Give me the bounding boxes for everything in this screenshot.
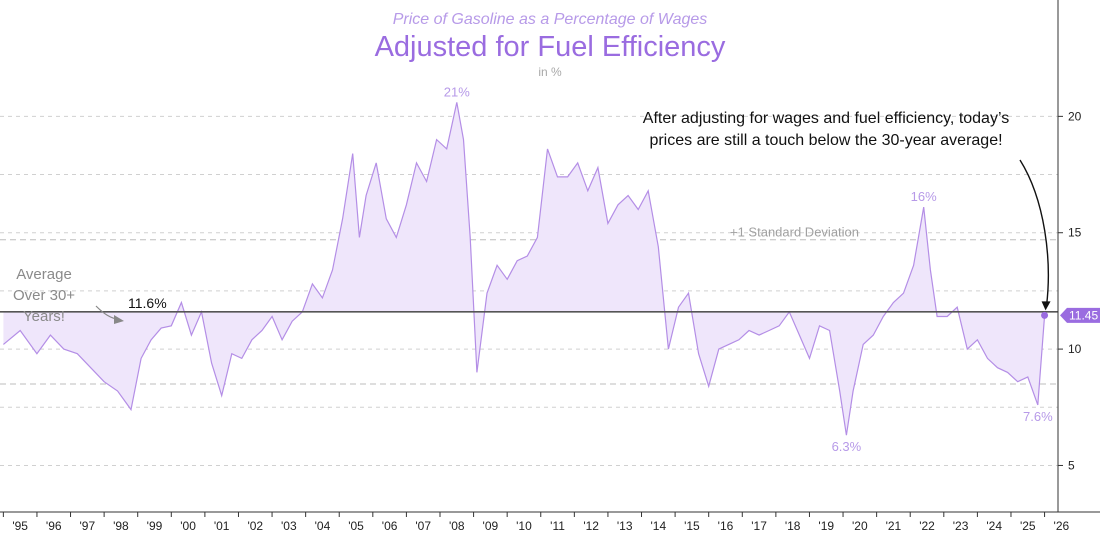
y-axis-ticks: 5 10 15 20 bbox=[1058, 109, 1082, 472]
x-tick-label: '05 bbox=[348, 519, 364, 533]
x-tick-label: '21 bbox=[886, 519, 902, 533]
chart-subtitle: Price of Gasoline as a Percentage of Wag… bbox=[392, 11, 708, 28]
last-value-badge-text: 11.45 bbox=[1069, 308, 1098, 322]
x-tick-label: '95 bbox=[12, 519, 28, 533]
last-value-marker bbox=[1041, 311, 1049, 319]
chart-unit-label: in % bbox=[538, 65, 562, 79]
average-note: Average Over 30+ Years! bbox=[12, 266, 76, 325]
x-tick-label: '99 bbox=[147, 519, 163, 533]
x-tick-label: '25 bbox=[1020, 519, 1036, 533]
x-tick-label: '22 bbox=[919, 519, 935, 533]
x-tick-label: '00 bbox=[180, 519, 196, 533]
x-tick-label: '26 bbox=[1054, 519, 1070, 533]
series-line bbox=[3, 102, 1046, 436]
x-tick-label: '97 bbox=[80, 519, 96, 533]
peak-labels: 21% 16% 6.3% 7.6% bbox=[444, 84, 1053, 454]
x-tick-label: '02 bbox=[247, 519, 263, 533]
y-tick-label: 15 bbox=[1068, 226, 1082, 240]
y-tick-label: 5 bbox=[1068, 458, 1075, 472]
series-area bbox=[3, 102, 1045, 436]
peak-label: 6.3% bbox=[832, 439, 862, 454]
x-tick-label: '09 bbox=[483, 519, 499, 533]
x-tick-label: '18 bbox=[785, 519, 801, 533]
x-tick-label: '14 bbox=[650, 519, 666, 533]
x-tick-label: '23 bbox=[953, 519, 969, 533]
x-tick-label: '98 bbox=[113, 519, 129, 533]
x-tick-label: '03 bbox=[281, 519, 297, 533]
x-tick-label: '10 bbox=[516, 519, 532, 533]
chart-title: Adjusted for Fuel Efficiency bbox=[374, 31, 726, 63]
x-tick-label: '20 bbox=[852, 519, 868, 533]
y-tick-label: 10 bbox=[1068, 342, 1082, 356]
peak-label: 7.6% bbox=[1023, 409, 1053, 424]
x-axis-ticks: '95 '96 '97 '98 '99 '00 '01 '02 '03 '04 '05 '06 '07 '… bbox=[2, 512, 1070, 533]
peak-label: 16% bbox=[911, 189, 937, 204]
average-value-label: 11.6% bbox=[128, 295, 167, 311]
annotation-arrow bbox=[1019, 159, 1049, 306]
last-value-badge: 11.45 bbox=[1060, 307, 1100, 323]
x-tick-label: '07 bbox=[415, 519, 431, 533]
x-tick-label: '12 bbox=[583, 519, 599, 533]
x-tick-label: '13 bbox=[617, 519, 633, 533]
x-tick-label: '01 bbox=[214, 519, 230, 533]
x-tick-label: '06 bbox=[382, 519, 398, 533]
x-tick-label: '11 bbox=[550, 519, 565, 533]
std-dev-label: +1 Standard Deviation bbox=[730, 225, 859, 240]
annotation-note: After adjusting for wages and fuel effic… bbox=[642, 110, 1010, 149]
last-value-badge-shape bbox=[1060, 307, 1100, 323]
x-tick-label: '24 bbox=[986, 519, 1002, 533]
std-dev-lines bbox=[0, 239, 1058, 385]
x-tick-label: '17 bbox=[751, 519, 767, 533]
grid-lines bbox=[0, 115, 1058, 466]
y-tick-label: 20 bbox=[1068, 109, 1082, 123]
annotation-arrow-head bbox=[1041, 301, 1051, 311]
x-tick-label: '04 bbox=[315, 519, 331, 533]
x-tick-label: '15 bbox=[684, 519, 700, 533]
x-tick-label: '08 bbox=[449, 519, 465, 533]
average-note-arrow-head bbox=[114, 315, 124, 324]
x-tick-label: '96 bbox=[46, 519, 62, 533]
x-tick-label: '16 bbox=[718, 519, 734, 533]
peak-label: 21% bbox=[444, 84, 470, 99]
x-tick-label: '19 bbox=[818, 519, 834, 533]
